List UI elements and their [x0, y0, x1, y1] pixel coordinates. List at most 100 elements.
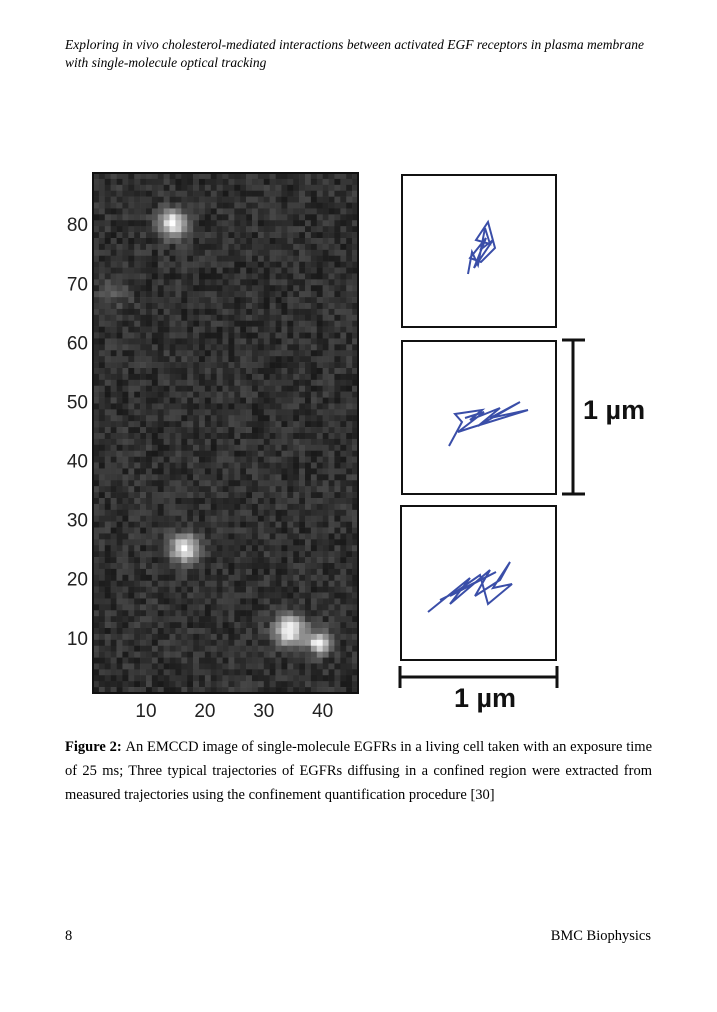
- image-pixel: [116, 338, 123, 345]
- image-pixel: [334, 663, 341, 670]
- image-pixel: [122, 291, 129, 298]
- image-pixel: [157, 415, 164, 422]
- image-pixel: [240, 226, 247, 233]
- image-pixel: [163, 592, 170, 599]
- image-pixel: [199, 314, 206, 322]
- image-pixel: [275, 438, 282, 446]
- image-pixel: [328, 628, 335, 635]
- image-pixel: [93, 178, 100, 186]
- image-pixel: [163, 503, 170, 511]
- image-pixel: [287, 196, 294, 203]
- image-pixel: [169, 503, 176, 511]
- image-pixel: [310, 362, 318, 369]
- image-pixel: [287, 291, 294, 298]
- image-pixel: [157, 651, 164, 658]
- image-pixel: [322, 303, 329, 310]
- image-pixel: [98, 438, 106, 446]
- image-pixel: [228, 178, 235, 186]
- image-pixel: [175, 433, 182, 440]
- image-pixel: [293, 379, 300, 387]
- image-pixel: [334, 492, 341, 499]
- image-pixel: [275, 232, 282, 239]
- image-pixel: [93, 344, 100, 351]
- image-pixel: [240, 220, 247, 227]
- image-pixel: [305, 391, 312, 398]
- image-pixel: [216, 568, 223, 576]
- image-pixel: [169, 468, 176, 475]
- image-pixel: [110, 651, 117, 658]
- image-pixel: [122, 326, 129, 333]
- image-pixel: [157, 196, 164, 203]
- image-pixel: [275, 456, 282, 463]
- y-tick-label: 80: [67, 215, 88, 236]
- image-pixel: [281, 610, 288, 617]
- image-pixel: [193, 356, 200, 363]
- y-tick-label: 30: [67, 511, 88, 532]
- image-pixel: [146, 332, 153, 339]
- image-pixel: [293, 356, 300, 363]
- image-pixel: [293, 184, 300, 192]
- image-pixel: [334, 314, 341, 322]
- image-pixel: [216, 503, 223, 511]
- image-pixel: [216, 273, 223, 280]
- image-pixel: [263, 450, 270, 457]
- image-pixel: [316, 657, 323, 664]
- image-pixel: [305, 403, 312, 410]
- image-pixel: [293, 480, 300, 487]
- image-pixel: [281, 557, 288, 564]
- image-pixel: [199, 285, 206, 292]
- image-pixel: [334, 356, 341, 363]
- image-pixel: [199, 403, 206, 410]
- image-pixel: [110, 368, 117, 375]
- image-pixel: [116, 486, 123, 493]
- image-pixel: [275, 255, 282, 262]
- image-pixel: [281, 616, 288, 623]
- image-pixel: [310, 344, 318, 351]
- image-pixel: [222, 385, 229, 392]
- image-pixel: [316, 551, 323, 558]
- image-pixel: [352, 545, 359, 552]
- image-pixel: [98, 409, 106, 416]
- image-pixel: [151, 326, 159, 333]
- image-pixel: [116, 468, 123, 475]
- image-pixel: [293, 362, 300, 369]
- image-pixel: [346, 249, 353, 257]
- image-pixel: [275, 651, 282, 658]
- image-pixel: [293, 675, 300, 682]
- image-pixel: [334, 368, 341, 375]
- image-pixel: [316, 350, 323, 357]
- image-pixel: [293, 297, 300, 304]
- image-pixel: [228, 675, 235, 682]
- image-pixel: [275, 214, 282, 221]
- image-pixel: [110, 580, 117, 587]
- image-pixel: [316, 173, 323, 180]
- image-pixel: [322, 297, 329, 304]
- image-pixel: [93, 379, 100, 387]
- image-pixel: [334, 415, 341, 422]
- image-pixel: [293, 427, 300, 434]
- image-pixel: [246, 385, 253, 392]
- caption: Figure 2: An EMCCD image of single-molec…: [65, 735, 652, 807]
- image-pixel: [163, 344, 170, 351]
- image-pixel: [181, 291, 188, 298]
- image-pixel: [98, 527, 106, 534]
- image-pixel: [252, 415, 259, 422]
- image-pixel: [210, 450, 217, 457]
- image-pixel: [328, 462, 335, 469]
- image-pixel: [104, 273, 111, 280]
- image-pixel: [199, 368, 206, 375]
- image-pixel: [299, 563, 306, 570]
- image-pixel: [352, 208, 359, 215]
- image-pixel: [140, 574, 147, 582]
- image-pixel: [169, 415, 176, 422]
- image-pixel: [193, 344, 200, 351]
- image-pixel: [293, 515, 300, 522]
- image-pixel: [193, 438, 200, 446]
- image-pixel: [134, 285, 141, 292]
- image-pixel: [98, 651, 106, 658]
- image-pixel: [204, 616, 212, 623]
- image-pixel: [110, 616, 117, 623]
- image-pixel: [281, 468, 288, 475]
- image-pixel: [187, 521, 194, 528]
- image-pixel: [122, 492, 129, 499]
